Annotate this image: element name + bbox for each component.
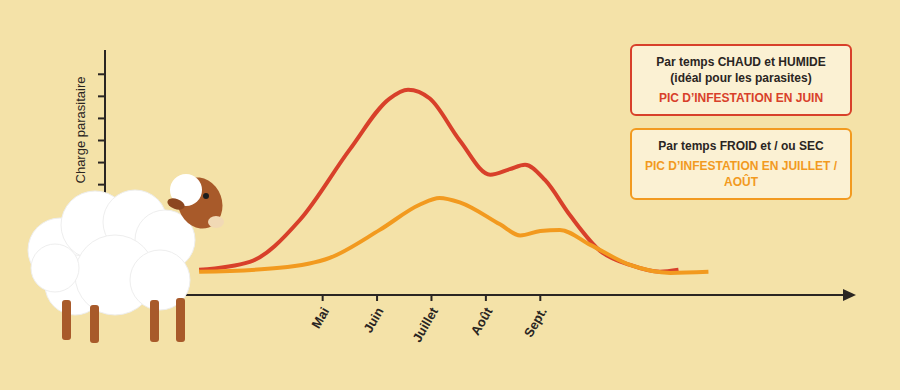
html-text:PIC D’INFESTATION EN JUIN: PIC D’INFESTATION EN JUIN [658,91,824,105]
html-text:Par temps FROID et / ou SEC: Par temps FROID et / ou SEC [658,139,824,153]
svg-text:Mai: Mai [308,305,332,331]
html-text:Charge parasitaire: Charge parasitaire [72,76,88,184]
svg-text:Juillet: Juillet [409,304,441,345]
html-text:PIC D’INFESTATION EN JUILLET /: PIC D’INFESTATION EN JUILLET / AOÛT [644,159,838,189]
svg-text:Sept.: Sept. [521,305,550,340]
html-text:Par temps CHAUD et HUMIDE (idé: Par temps CHAUD et HUMIDE (idéal pour le… [656,55,826,85]
svg-text:Juin: Juin [360,305,386,336]
svg-text:Août: Août [468,304,496,338]
